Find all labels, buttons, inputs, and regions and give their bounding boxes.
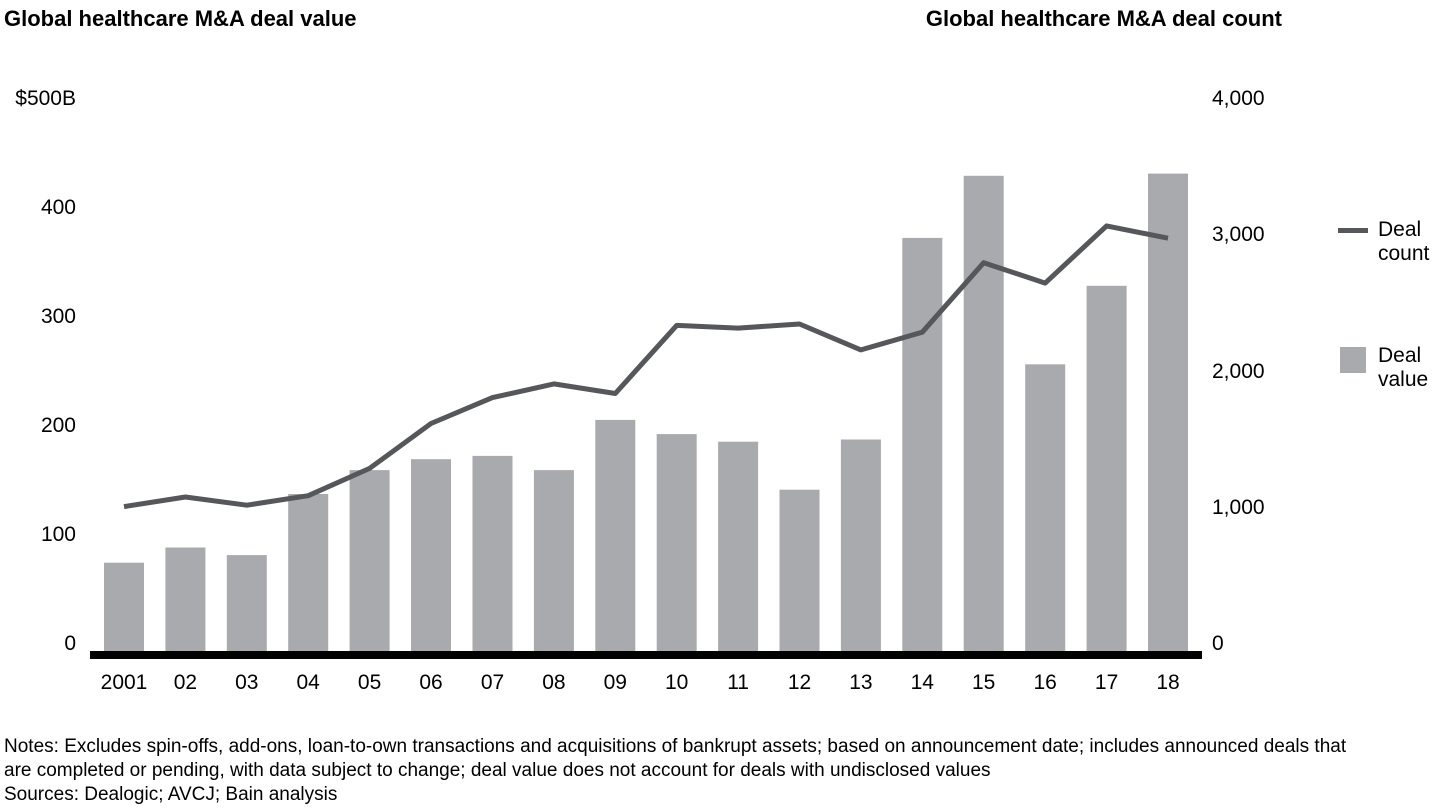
deal-value-bar-17 xyxy=(1086,285,1127,651)
deal-count-legend-line2: count xyxy=(1378,242,1430,265)
right-chart-title: Global healthcare M&A deal count xyxy=(925,6,1282,31)
deal-value-bar-16 xyxy=(1025,364,1066,651)
deal-value-bar-06 xyxy=(411,459,451,651)
deal-value-bar-10 xyxy=(656,434,697,651)
deal-value-bar-09 xyxy=(595,419,636,651)
notes-line-2: are completed or pending, with data subj… xyxy=(4,760,991,781)
footnotes: Notes: Excludes spin-offs, add-ons, loan… xyxy=(4,735,1346,807)
notes-line-3: Sources: Dealogic; AVCJ; Bain analysis xyxy=(4,784,338,805)
deal-value-legend-label: Deal value xyxy=(1378,344,1428,392)
deal-value-bar-03 xyxy=(226,555,267,651)
deal-value-bar-05 xyxy=(349,470,390,651)
deal-count-legend-label: Deal count xyxy=(1378,218,1429,266)
deal-value-bar-swatch xyxy=(1340,347,1366,373)
deal-value-legend-line1: Deal xyxy=(1378,344,1422,367)
deal-value-bar-14 xyxy=(902,237,943,651)
deal-value-bar-12 xyxy=(779,489,820,651)
deal-value-bar-02 xyxy=(165,547,206,651)
deal-count-line-swatch xyxy=(1338,228,1368,233)
deal-value-legend-line2: value xyxy=(1378,368,1429,391)
x-axis-line xyxy=(90,651,1202,659)
deal-value-bar-04 xyxy=(288,494,329,651)
deal-value-bar-2001 xyxy=(104,562,144,651)
deal-value-bar-13 xyxy=(840,439,881,651)
deal-value-bar-07 xyxy=(472,455,513,651)
deal-value-bar-11 xyxy=(718,441,759,651)
deal-value-bar-08 xyxy=(533,470,574,651)
deal-value-bar-18 xyxy=(1148,173,1188,651)
left-chart-title: Global healthcare M&A deal value xyxy=(4,6,357,31)
notes-line-1: Notes: Excludes spin-offs, add-ons, loan… xyxy=(4,736,1347,757)
deal-value-bar-15 xyxy=(963,175,1004,652)
deal-count-legend-line1: Deal xyxy=(1378,218,1422,241)
deal-count-line xyxy=(123,223,1169,510)
